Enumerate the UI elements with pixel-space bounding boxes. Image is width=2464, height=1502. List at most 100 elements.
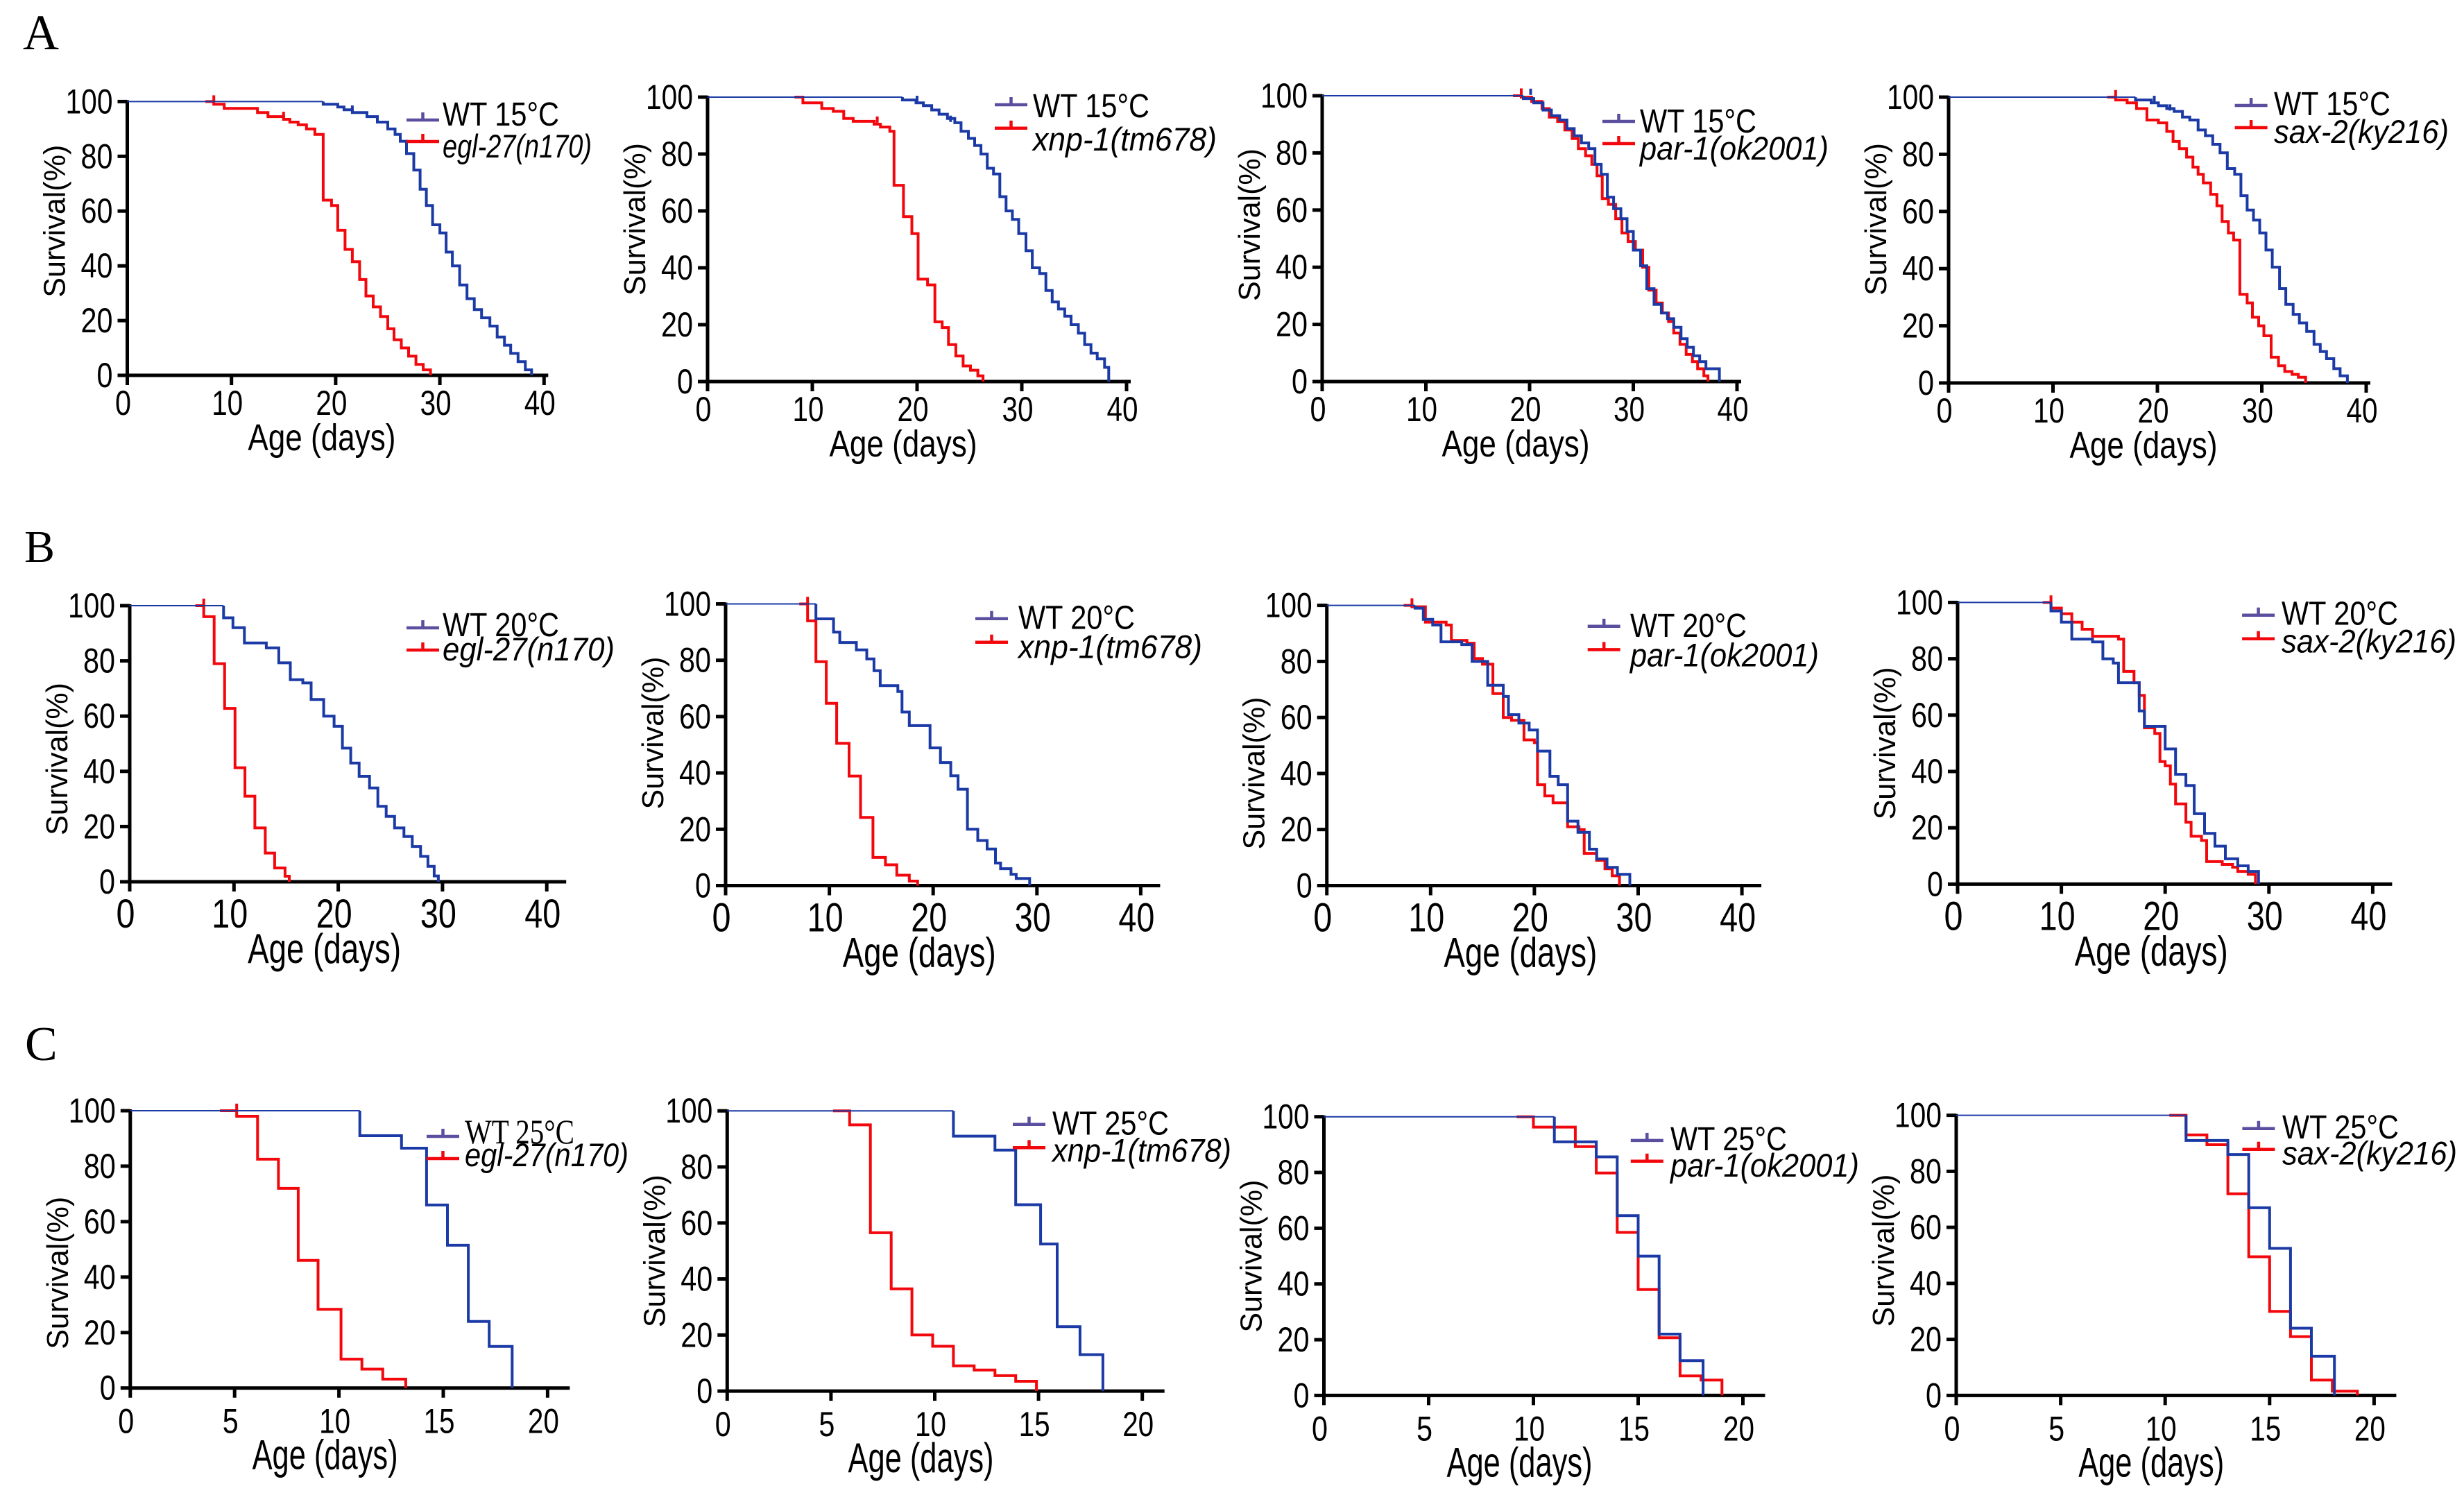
svg-text:10: 10 [1514,1409,1545,1448]
svg-text:80: 80 [1910,1152,1942,1190]
svg-text:30: 30 [420,891,456,937]
svg-text:20: 20 [1122,1405,1154,1444]
svg-text:WT 20°C: WT 20°C [443,607,559,644]
svg-text:Age (days): Age (days) [1442,423,1590,465]
svg-text:20: 20 [1276,305,1308,344]
svg-text:80: 80 [81,137,113,176]
svg-text:40: 40 [679,753,711,792]
svg-text:sax-2(ky216): sax-2(ky216) [2274,113,2449,150]
svg-text:20: 20 [528,1402,559,1441]
svg-text:100: 100 [66,82,113,121]
svg-text:30: 30 [420,384,452,423]
svg-text:40: 40 [81,246,113,285]
svg-text:40: 40 [2347,391,2378,430]
svg-text:5: 5 [819,1405,835,1444]
svg-text:20: 20 [2138,391,2169,430]
svg-text:100: 100 [1887,78,1934,117]
svg-text:B: B [24,522,55,572]
svg-text:30: 30 [1002,390,1034,429]
svg-text:Age (days): Age (days) [2078,1439,2224,1485]
svg-text:100: 100 [69,1091,116,1130]
svg-text:100: 100 [646,78,693,117]
svg-text:40: 40 [524,384,556,423]
svg-text:WT 25°C: WT 25°C [465,1112,574,1151]
svg-text:WT 15°C: WT 15°C [1033,88,1149,125]
svg-text:20: 20 [661,305,693,344]
svg-text:0: 0 [115,384,131,423]
svg-text:10: 10 [2033,391,2064,430]
svg-text:30: 30 [2247,894,2283,939]
svg-text:Age (days): Age (days) [830,423,977,465]
svg-text:10: 10 [1406,390,1437,429]
svg-text:20: 20 [84,1313,116,1352]
svg-text:0: 0 [117,891,135,937]
svg-text:egl-27(n170): egl-27(n170) [443,631,615,667]
svg-text:60: 60 [1278,1209,1310,1247]
svg-text:15: 15 [1618,1409,1650,1448]
svg-text:WT 15°C: WT 15°C [2274,86,2390,123]
svg-text:15: 15 [424,1402,455,1441]
svg-text:0: 0 [1297,867,1312,905]
svg-text:xnp-1(tm678): xnp-1(tm678) [1017,629,1202,665]
svg-text:100: 100 [1896,583,1943,622]
svg-text:20: 20 [1911,808,1943,847]
svg-text:100: 100 [1263,1098,1310,1136]
svg-text:par-1(ok2001): par-1(ok2001) [1629,636,1819,673]
svg-text:10: 10 [807,896,844,941]
svg-text:20: 20 [2354,1409,2386,1448]
svg-text:Age (days): Age (days) [248,417,395,459]
svg-text:5: 5 [223,1402,239,1441]
svg-text:Age (days): Age (days) [1447,1439,1593,1485]
svg-text:Age (days): Age (days) [843,930,996,976]
svg-text:Age (days): Age (days) [848,1435,994,1481]
svg-text:40: 40 [681,1260,712,1299]
svg-text:0: 0 [1927,864,1943,903]
svg-text:Age (days): Age (days) [2075,928,2228,974]
svg-text:10: 10 [793,390,824,429]
svg-text:5: 5 [1417,1409,1432,1448]
svg-text:WT 20°C: WT 20°C [1018,600,1135,637]
svg-text:20: 20 [898,390,929,429]
svg-text:20: 20 [1510,390,1541,429]
svg-text:Age (days): Age (days) [248,925,401,972]
svg-text:WT 25°C: WT 25°C [2282,1109,2399,1146]
svg-text:80: 80 [1911,640,1943,679]
svg-text:40: 40 [1910,1264,1942,1303]
svg-text:60: 60 [83,697,115,735]
svg-text:10: 10 [915,1405,946,1444]
svg-text:WT 20°C: WT 20°C [1630,608,1747,645]
svg-text:0: 0 [100,1369,116,1408]
svg-text:60: 60 [661,191,693,230]
svg-text:Survival(%): Survival(%) [38,145,72,298]
svg-text:WT 20°C: WT 20°C [2282,596,2398,633]
svg-text:60: 60 [1910,1208,1942,1247]
svg-text:20: 20 [2143,894,2179,939]
svg-text:40: 40 [1281,754,1312,793]
svg-text:Survival(%): Survival(%) [636,657,670,810]
svg-text:0: 0 [1918,364,1934,402]
svg-text:0: 0 [1312,1409,1328,1448]
svg-text:Survival(%): Survival(%) [40,683,74,835]
svg-text:0: 0 [118,1402,134,1441]
svg-text:100: 100 [665,1091,712,1130]
svg-text:60: 60 [81,191,113,230]
svg-text:xnp-1(tm678): xnp-1(tm678) [1032,121,1217,157]
svg-text:Survival(%): Survival(%) [618,143,652,296]
svg-text:0: 0 [677,362,693,401]
svg-text:0: 0 [1926,1376,1942,1415]
svg-text:40: 40 [661,248,693,287]
svg-text:40: 40 [84,1258,116,1297]
svg-text:100: 100 [68,586,115,625]
svg-text:sax-2(ky216): sax-2(ky216) [2282,623,2456,660]
svg-text:60: 60 [679,697,711,736]
svg-text:WT 25°C: WT 25°C [1052,1106,1169,1143]
svg-text:0: 0 [1292,362,1308,401]
svg-text:0: 0 [695,867,711,905]
svg-text:40: 40 [1107,390,1138,429]
svg-text:xnp-1(tm678): xnp-1(tm678) [1051,1132,1231,1168]
svg-text:Survival(%): Survival(%) [1238,697,1272,850]
svg-text:80: 80 [661,135,693,173]
svg-text:Survival(%): Survival(%) [1235,1180,1269,1333]
svg-text:Survival(%): Survival(%) [1859,143,1893,296]
svg-text:20: 20 [1910,1320,1942,1359]
